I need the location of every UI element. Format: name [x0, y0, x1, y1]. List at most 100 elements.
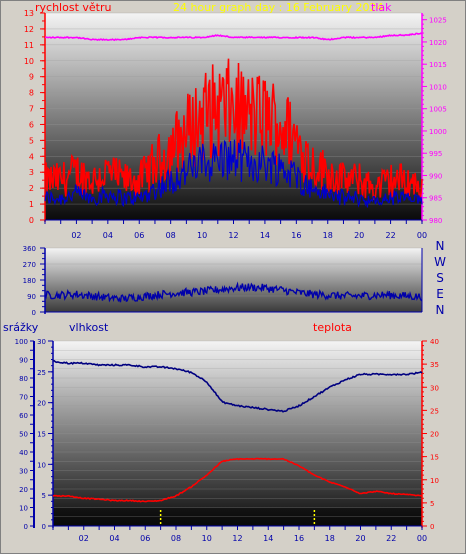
x-tick-label: 12	[228, 231, 238, 240]
wind-speed-series	[44, 139, 423, 208]
y-humidity-tick-label: 25	[37, 369, 46, 377]
y-left-tick-label: 13	[24, 9, 34, 18]
y-rain-tick-label: 0	[24, 523, 28, 531]
x-tick-label: 04	[109, 534, 119, 543]
y-left-tick-label: 0	[29, 216, 34, 225]
y-humidity-tick-label: 5	[42, 492, 46, 500]
x-tick-label: 02	[79, 534, 89, 543]
direction-label-n-bottom: N	[435, 303, 445, 317]
graph-title: 24 hour graph day : 16 February 2024	[173, 1, 384, 14]
y-right-tick-label: 20	[430, 431, 439, 439]
y-right-tick-label: 1010	[429, 83, 447, 91]
y-right-tick-label: 1020	[429, 39, 447, 47]
y-left-tick-label: 10	[24, 57, 34, 66]
y-left-tick-label: 2	[29, 184, 34, 193]
y-rain-tick-label: 70	[19, 394, 28, 402]
x-tick-label: 12	[232, 534, 242, 543]
y-right-tick-label: 1000	[429, 128, 447, 136]
humidity-temperature-chart: 0102030405060708090100051015202530051015…	[15, 338, 439, 543]
y-left-tick-label: 180	[23, 277, 36, 285]
x-tick-label: 06	[140, 534, 150, 543]
x-tick-label: 20	[355, 534, 365, 543]
x-tick-label: 10	[202, 534, 212, 543]
y-right-tick-label: 1015	[429, 61, 447, 69]
pressure-label: tlak	[371, 1, 392, 14]
y-rain-tick-label: 60	[19, 412, 28, 420]
y-right-tick-label: 1025	[429, 17, 447, 25]
y-humidity-tick-label: 0	[42, 523, 46, 531]
y-right-tick-label: 15	[430, 454, 439, 462]
y-humidity-tick-label: 10	[37, 461, 46, 469]
x-tick-label: 18	[323, 231, 333, 240]
y-rain-tick-label: 80	[19, 375, 28, 383]
y-left-tick-label: 7	[29, 105, 34, 114]
y-left-tick-label: 1	[29, 200, 34, 209]
y-left-tick-label: 11	[24, 41, 34, 50]
y-humidity-tick-label: 20	[37, 400, 46, 408]
x-tick-label: 16	[291, 231, 301, 240]
y-rain-tick-label: 30	[19, 468, 28, 476]
y-right-tick-label: 5	[430, 500, 434, 508]
pressure-series	[45, 32, 423, 42]
x-tick-label: 08	[171, 534, 181, 543]
y-left-tick-label: 5	[29, 136, 34, 145]
x-tick-label: 10	[197, 231, 207, 240]
x-tick-label: 14	[263, 534, 273, 543]
y-right-tick-label: 40	[430, 338, 439, 346]
humidity-series	[52, 359, 423, 413]
y-right-tick-label: 25	[430, 407, 439, 415]
wind-pressure-chart: 0123456789101112139809859909951000100510…	[24, 9, 447, 240]
x-tick-label: 00	[417, 231, 427, 240]
y-rain-tick-label: 40	[19, 449, 28, 457]
y-left-tick-label: 0	[32, 309, 36, 317]
direction-label-s: S	[436, 271, 444, 285]
direction-label-e: E	[436, 287, 444, 301]
rain-label: srážky	[3, 321, 39, 334]
y-right-tick-label: 35	[430, 361, 439, 369]
y-right-tick-label: 10	[430, 477, 439, 485]
y-left-tick-label: 4	[29, 152, 34, 161]
y-rain-tick-label: 20	[19, 486, 28, 494]
direction-label-w: W	[434, 255, 446, 269]
y-left-tick-label: 9	[29, 73, 34, 82]
x-tick-label: 08	[166, 231, 176, 240]
y-rain-tick-label: 50	[19, 431, 28, 439]
y-humidity-tick-label: 30	[37, 338, 46, 346]
x-tick-label: 14	[260, 231, 270, 240]
y-right-tick-label: 980	[429, 217, 442, 225]
y-left-tick-label: 270	[23, 261, 36, 269]
humidity-label: vlhkost	[69, 321, 109, 334]
temperature-label: teplota	[313, 321, 352, 334]
y-right-tick-label: 990	[429, 172, 442, 180]
y-left-tick-label: 360	[23, 245, 36, 253]
x-tick-label: 00	[417, 534, 427, 543]
direction-label-n-top: N	[435, 239, 445, 253]
x-tick-label: 02	[71, 231, 81, 240]
y-right-tick-label: 985	[429, 195, 442, 203]
y-rain-tick-label: 90	[19, 357, 28, 365]
wind-gust-series	[44, 58, 423, 201]
x-tick-label: 06	[134, 231, 144, 240]
y-left-tick-label: 3	[29, 168, 34, 177]
y-left-tick-label: 12	[24, 25, 34, 34]
wind-direction-series	[44, 281, 423, 303]
x-tick-label: 04	[103, 231, 113, 240]
x-tick-label: 18	[325, 534, 335, 543]
y-humidity-tick-label: 15	[37, 431, 46, 439]
y-right-tick-label: 0	[430, 523, 434, 531]
y-left-tick-label: 8	[29, 89, 34, 98]
wind-direction-chart: 0 90 180 270 360	[23, 245, 423, 317]
y-rain-tick-label: 10	[19, 505, 28, 513]
wind-speed-label: rychlost větru	[35, 1, 112, 14]
x-tick-label: 22	[385, 231, 395, 240]
y-left-tick-label: 90	[27, 293, 36, 301]
y-right-tick-label: 995	[429, 150, 442, 158]
y-left-tick-label: 6	[29, 120, 34, 129]
temperature-series	[52, 457, 423, 503]
y-right-tick-label: 1005	[429, 106, 447, 114]
x-tick-label: 22	[386, 534, 396, 543]
x-tick-label: 20	[354, 231, 364, 240]
y-right-tick-label: 30	[430, 384, 439, 392]
y-rain-tick-label: 100	[15, 338, 28, 346]
